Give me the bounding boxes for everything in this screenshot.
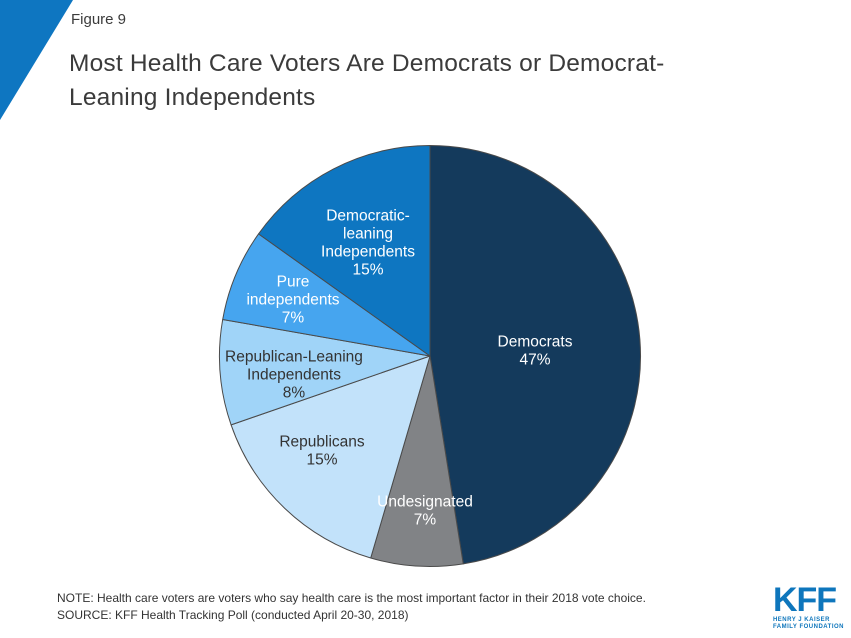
footnotes: NOTE: Health care voters are voters who … xyxy=(57,590,646,624)
note-line: NOTE: Health care voters are voters who … xyxy=(57,591,646,605)
pie-label-republicans: Republicans 15% xyxy=(279,434,365,469)
pie-label-democratic-leaning-independents: Democratic-leaning Independents 15% xyxy=(321,208,415,279)
corner-accent-triangle xyxy=(0,0,73,120)
pie-slice-republicans xyxy=(230,355,431,559)
figure-label: Figure 9 xyxy=(71,11,127,28)
pie-slice-democrats xyxy=(429,145,641,565)
pie-label-pure-independents: Pure independents 7% xyxy=(246,274,339,327)
page-title: Most Health Care Voters Are Democrats or… xyxy=(69,47,664,115)
kff-logo-subtitle: HENRY J KAISER FAMILY FOUNDATION xyxy=(773,617,844,631)
kff-logo-subtitle-line1: HENRY J KAISER xyxy=(772,617,830,623)
kff-logo: KFF HENRY J KAISER FAMILY FOUNDATION xyxy=(772,581,844,631)
pie-chart-svg: Democrats 47% Undesignated 7% Republicans 15%… xyxy=(219,145,641,567)
kff-wordmark: KFF xyxy=(772,581,837,619)
page-title-line1: Most Health Care Voters Are Democrats or… xyxy=(69,50,665,77)
pie-label-democrats: Democrats 47% xyxy=(498,334,573,369)
pie-chart: Democrats 47% Undesignated 7% Republicans 15%… xyxy=(218,144,642,568)
kff-logo-subtitle-line2: FAMILY FOUNDATION xyxy=(772,624,844,630)
pie-label-undesignated: Undesignated 7% xyxy=(377,494,473,529)
pie-slice-republican-leaning-independents xyxy=(219,318,431,426)
source-line: SOURCE: KFF Health Tracking Poll (conduc… xyxy=(57,608,409,622)
pie-label-republican-leaning-independents: Republican-Leaning Independents 8% xyxy=(225,349,363,402)
pie-slice-democratic-leaning-independents xyxy=(258,145,431,357)
page-title-line2: Leaning Independents xyxy=(69,84,316,111)
